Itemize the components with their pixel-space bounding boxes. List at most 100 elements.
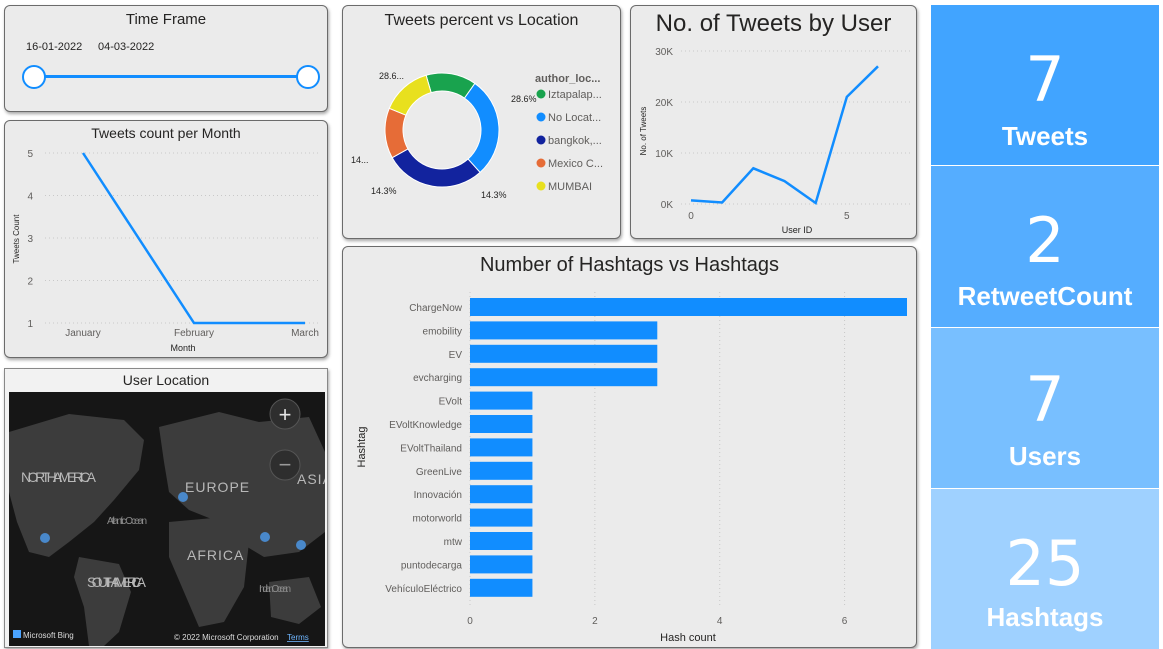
map-label-north-america: NORTH AMERICA: [21, 469, 97, 485]
y-tick-label: EVolt: [439, 397, 463, 408]
legend-label: Iztapalap...: [548, 89, 602, 101]
bar: [470, 391, 533, 410]
y-tick-label: 5: [27, 149, 33, 160]
kpi-users-label: Users: [1008, 441, 1082, 471]
plus-icon: +: [279, 402, 292, 427]
map-copyright: © 2022 Microsoft Corporation: [174, 633, 279, 642]
y-tick-label: 30K: [655, 47, 673, 58]
y-tick-label: 10K: [655, 149, 673, 160]
x-tick-label: February: [174, 328, 214, 339]
y-tick-label: 1: [27, 319, 33, 330]
series-line: [690, 65, 879, 206]
map-location-marker[interactable]: [40, 533, 50, 543]
tweets-vs-location-title: Tweets percent vs Location: [384, 12, 579, 29]
data-label: 28.6...: [379, 71, 404, 81]
donut-slice: [391, 148, 481, 188]
legend-marker: [536, 135, 546, 145]
time-frame-title: Time Frame: [125, 11, 207, 28]
bar: [470, 415, 533, 433]
tweets-vs-location-card: Tweets percent vs Location 14... 28.6... 2…: [342, 5, 621, 239]
y-tick-label: 3: [27, 234, 33, 245]
y-tick-label: emobility: [423, 326, 462, 337]
bing-logo-icon: [13, 630, 21, 638]
data-label: 14.3%: [481, 190, 507, 200]
zoom-in-button[interactable]: +: [269, 398, 301, 430]
data-label: 28.6%: [511, 94, 537, 104]
tweets-by-user-chart: 0K 10K 20K 30K 0 5 User ID No. of Tweets: [639, 47, 911, 235]
y-tick-label: ChargeNow: [409, 303, 463, 314]
donut-slice: [388, 74, 432, 116]
kpi-retweet-card: 2 RetweetCount: [931, 166, 1159, 327]
x-axis-label: Month: [170, 343, 195, 353]
y-tick-label: GreenLive: [416, 467, 463, 478]
x-tick-label: January: [65, 328, 101, 339]
y-tick-label: Innovación: [414, 490, 462, 501]
time-frame-end-value: 04-03-2022: [98, 41, 155, 53]
map-label-atlantic: Atlantic Ocean: [107, 516, 147, 527]
legend-marker: [536, 89, 546, 99]
x-tick-label: 0: [688, 211, 694, 222]
legend-marker: [536, 158, 546, 168]
user-location-title: User Location: [122, 372, 210, 388]
x-tick-label: 2: [592, 616, 598, 627]
map-location-marker[interactable]: [178, 492, 188, 502]
legend-marker: [536, 112, 546, 122]
hashtags-chart: 0 2 4 6 ChargeNow emobility EV evcharging EVolt E…: [356, 292, 907, 644]
bar: [470, 485, 533, 504]
map-location-marker[interactable]: [260, 532, 270, 542]
kpi-tweets-label: Tweets: [1001, 121, 1089, 151]
series-line: [81, 152, 305, 325]
bar: [470, 344, 658, 363]
legend-label: No Locat...: [548, 112, 601, 124]
legend-label: bangkok,...: [548, 135, 602, 147]
kpi-retweet-value: 2: [1025, 204, 1065, 277]
kpi-hashtags-card: 25 Hashtags: [931, 489, 1159, 649]
x-tick-label: 4: [717, 616, 723, 627]
bar: [470, 555, 533, 574]
x-axis-label: Hash count: [660, 632, 716, 644]
map-terms-link[interactable]: Terms: [287, 633, 309, 642]
y-tick-label: EV: [449, 350, 463, 361]
map-location-marker[interactable]: [296, 540, 306, 550]
time-frame-start-value: 16-01-2022: [26, 41, 83, 53]
y-tick-label: EVoltThailand: [400, 443, 462, 454]
slider-start-handle[interactable]: [22, 65, 46, 89]
y-tick-label: 0K: [661, 200, 674, 211]
tweets-per-month-title: Tweets count per Month: [91, 125, 241, 141]
y-tick-label: motorworld: [413, 514, 462, 525]
tweets-by-user-card: No. of Tweets by User 0K 10K 20K 30K 0 5 User …: [630, 5, 917, 239]
bar: [470, 321, 658, 340]
map-label-africa: AFRICA: [187, 547, 244, 563]
y-axis-label: Hashtag: [356, 427, 368, 468]
y-axis-label: Tweets Count: [12, 214, 21, 264]
map-label-europe: EUROPE: [185, 479, 250, 495]
donut-slice: [384, 107, 409, 159]
kpi-hashtags-value: 25: [1005, 527, 1085, 600]
legend-marker: [536, 181, 546, 191]
x-axis-label: User ID: [782, 225, 813, 235]
kpi-hashtags-label: Hashtags: [986, 602, 1104, 632]
slider-end-handle[interactable]: [296, 65, 320, 89]
y-tick-label: mtw: [444, 537, 463, 548]
slider-track[interactable]: [33, 75, 308, 78]
bar: [470, 298, 907, 316]
map-label-indian: Indian Ocean: [259, 584, 291, 595]
kpi-tweets-value: 7: [1025, 43, 1065, 116]
bar: [470, 438, 533, 457]
tweets-per-month-chart: 1 2 3 4 5 January February March Month Tweets Cou…: [12, 149, 320, 353]
y-tick-label: 4: [27, 192, 33, 203]
data-label: 14.3%: [371, 186, 397, 196]
hashtags-title: Number of Hashtags vs Hashtags: [479, 254, 780, 276]
y-tick-label: evcharging: [413, 373, 462, 384]
bar: [470, 578, 533, 597]
zoom-out-button[interactable]: −: [269, 449, 301, 481]
time-frame-slicer: Time Frame 16-01-2022 04-03-2022: [4, 5, 328, 112]
user-location-card: User Location NORTH AMERICA EUROPE ASI A …: [4, 368, 328, 648]
kpi-tweets-card: 7 Tweets: [931, 5, 1159, 165]
data-label: 14...: [351, 155, 369, 165]
x-tick-label: 5: [844, 211, 850, 222]
legend-label: Mexico C...: [548, 158, 603, 170]
tweets-vs-location-chart: 14... 28.6... 28.6% 14.3% 14.3% author_loc...…: [351, 71, 603, 200]
